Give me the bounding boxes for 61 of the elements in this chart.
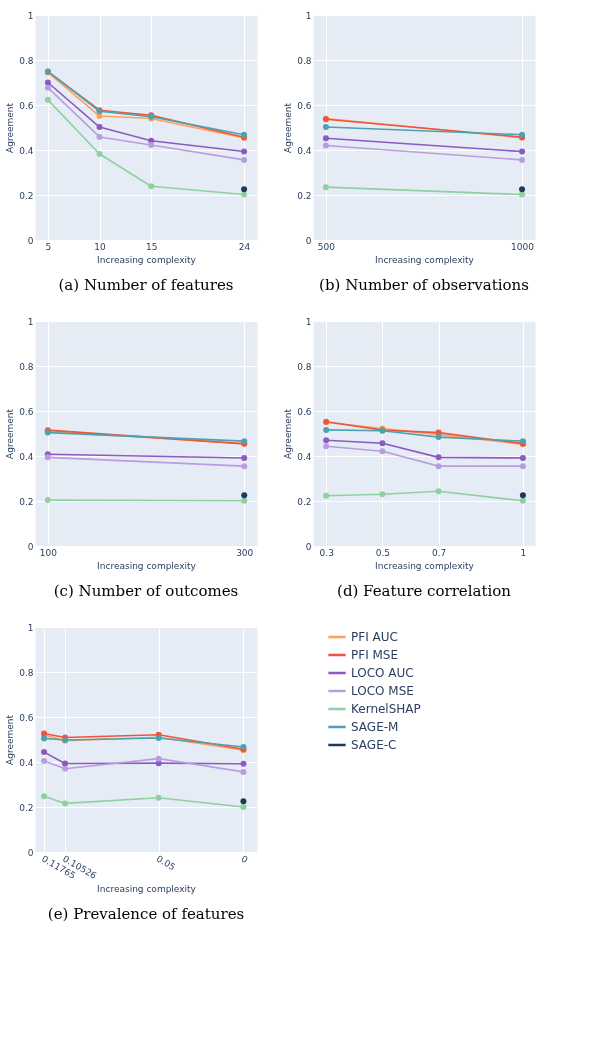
text: (d) Feature correlation (337, 582, 512, 600)
x-tick-label: 24 (238, 241, 251, 252)
x-tick-label: 100 (39, 547, 58, 558)
y-tick-label: 0.6 (297, 100, 312, 111)
x-tick-label: 0.7 (431, 547, 447, 558)
x-tick-label: 15 (145, 241, 158, 252)
x-tick-label: 0.05 (154, 853, 178, 873)
x-tick-label: 0.5 (375, 547, 391, 558)
y-axis-title: Agreement (5, 102, 16, 153)
y-tick-label: 1 (305, 316, 312, 327)
y-tick-label: 0.8 (19, 361, 34, 372)
y-axis-title: Agreement (283, 408, 294, 459)
y-tick-label: 0.2 (19, 496, 34, 507)
y-tick-label: 0.6 (19, 712, 34, 723)
text: (c) Number of outcomes (53, 582, 239, 600)
y-tick-label: 0.6 (19, 100, 34, 111)
y-tick-label: 0.2 (297, 496, 312, 507)
y-tick-label: 0.8 (19, 667, 34, 678)
legend-label: KernelSHAP (351, 702, 421, 716)
y-tick-label: 0.2 (19, 802, 34, 813)
y-tick-label: 1 (27, 10, 34, 21)
y-tick-label: 0.8 (297, 361, 312, 372)
y-tick-label: 1 (27, 622, 34, 633)
x-tick-label: 0 (239, 853, 250, 866)
x-axis-title: Increasing complexity (375, 560, 475, 571)
x-tick-label: 5 (45, 241, 52, 252)
y-tick-label: 0.6 (19, 406, 34, 417)
y-tick-label: 0.4 (19, 757, 34, 768)
legend-label: LOCO MSE (351, 684, 414, 698)
legend-label: SAGE-C (351, 738, 397, 752)
legend-label: SAGE-M (351, 720, 399, 734)
x-axis-title: Increasing complexity (97, 560, 197, 571)
text: (b) Number of observations (319, 276, 529, 294)
legend-label: PFI AUC (351, 630, 398, 644)
y-tick-label: 0.4 (297, 451, 312, 462)
y-tick-label: 0.2 (19, 190, 34, 201)
x-tick-label: 1 (520, 547, 527, 558)
x-axis-title: Increasing complexity (375, 254, 475, 265)
y-tick-label: 0.8 (19, 55, 34, 66)
y-axis-title: Agreement (5, 714, 16, 765)
y-tick-label: 1 (305, 10, 312, 21)
y-tick-label: 0.4 (19, 451, 34, 462)
legend-label: LOCO AUC (351, 666, 414, 680)
y-tick-label: 0.8 (297, 55, 312, 66)
x-tick-label: 500 (317, 241, 336, 252)
y-tick-label: 0.2 (297, 190, 312, 201)
legend-label: PFI MSE (351, 648, 399, 662)
text: (e) Prevalence of features (47, 905, 245, 924)
x-tick-label: 300 (236, 547, 254, 558)
y-tick-label: 0.4 (19, 145, 34, 156)
x-tick-label: 10 (94, 241, 107, 252)
x-axis-title: Increasing complexity (97, 254, 197, 265)
x-axis-title: Increasing complexity (97, 883, 197, 894)
y-axis-title: Agreement (5, 408, 16, 459)
text: (a) Number of features (58, 276, 234, 294)
y-tick-label: 0.6 (297, 406, 312, 417)
y-axis-title: Agreement (283, 102, 294, 153)
y-tick-label: 1 (27, 316, 34, 327)
y-tick-label: 0.4 (297, 145, 312, 156)
x-tick-label: 1000 (511, 241, 535, 252)
x-tick-label: 0.3 (319, 547, 334, 558)
